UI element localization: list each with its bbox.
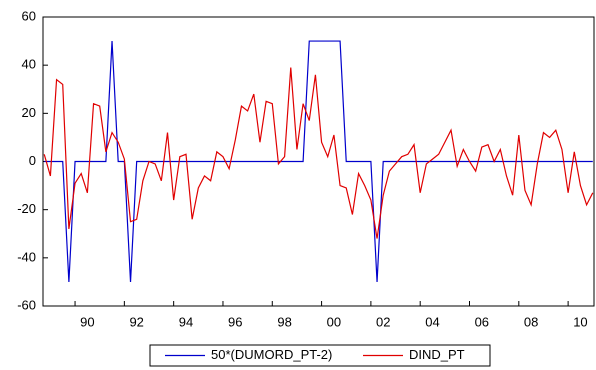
series-line [43,67,594,239]
x-tick-label: 08 [524,314,538,329]
x-tick-label: 02 [376,314,390,329]
y-tick-label: 40 [22,57,36,72]
series-line [44,40,593,282]
legend-label: 50*(DUMORD_PT-2) [211,347,332,362]
legend-box [149,344,491,367]
y-tick-label: -60 [17,297,36,312]
y-tick-label: 60 [22,8,36,23]
x-tick-label: 10 [573,314,587,329]
x-tick-label: 04 [425,314,439,329]
x-tick-label: 96 [228,314,242,329]
x-tick-label: 92 [129,314,143,329]
y-tick-label: 20 [22,105,36,120]
y-tick-label: -20 [17,201,36,216]
x-tick-label: 90 [80,314,94,329]
x-tick-label: 06 [475,314,489,329]
x-tick-label: 00 [327,314,341,329]
x-tick-label: 98 [277,314,291,329]
x-tick-label: 94 [179,314,193,329]
legend-label: DIND_PT [409,347,465,362]
y-tick-label: 0 [29,153,36,168]
y-tick-label: -40 [17,249,36,264]
